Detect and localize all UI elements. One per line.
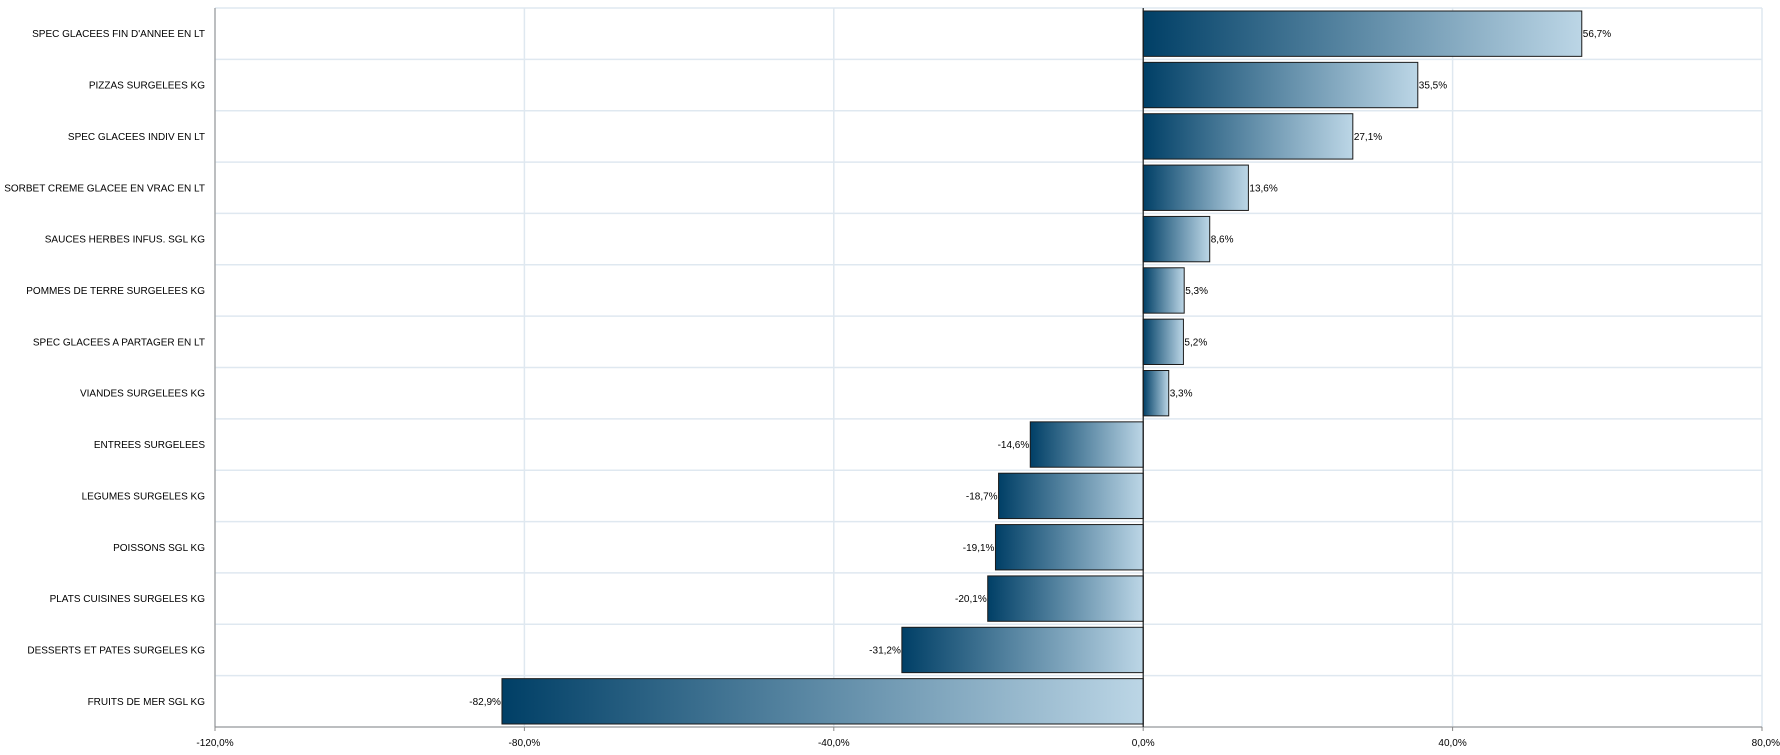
category-labels: SPEC GLACEES FIN D'ANNEE EN LT PIZZAS SUR… (4, 29, 205, 708)
tick-label: -40,0% (818, 738, 850, 749)
data-label: 13,6% (1249, 183, 1277, 194)
category-label: PLATS CUISINES SURGELES KG (50, 594, 206, 605)
category-label: POMMES DE TERRE SURGELEES KG (26, 286, 205, 297)
data-label: 5,3% (1185, 286, 1208, 297)
tick-label: 80,0% (1752, 738, 1780, 749)
data-label: 3,3% (1170, 389, 1193, 400)
tick-label: -80,0% (509, 738, 541, 749)
data-label: 27,1% (1354, 132, 1382, 143)
data-label: -20,1% (955, 594, 987, 605)
bar (501, 678, 1144, 725)
bars: 56,7% 35,5% 27,1% 13,6% 8,6% 5,3% 5,2% 3,3% -14,… (469, 8, 1611, 727)
data-label: -19,1% (963, 543, 995, 554)
bar (1142, 215, 1211, 263)
data-label: -31,2% (869, 645, 901, 656)
category-label: POISSONS SGL KG (113, 543, 205, 554)
data-label: 8,6% (1211, 235, 1234, 246)
data-label: 35,5% (1419, 81, 1447, 92)
tick-label: 0,0% (1132, 738, 1155, 749)
category-label: PIZZAS SURGELEES KG (89, 81, 205, 92)
bar (1142, 113, 1354, 160)
x-axis-ticks: -120,0% -80,0% -40,0% 0,0% 40,0% 80,0% (196, 727, 1780, 749)
category-label: VIANDES SURGELEES KG (80, 389, 205, 400)
bar (1029, 421, 1144, 468)
category-label: LEGUMES SURGELES KG (82, 491, 206, 502)
tick-label: 40,0% (1438, 738, 1466, 749)
category-label: SORBET CREME GLACEE EN VRAC EN LT (4, 183, 205, 194)
bar (1142, 164, 1249, 211)
bar (1142, 318, 1184, 365)
bar (901, 626, 1144, 674)
data-label: -14,6% (998, 440, 1030, 451)
data-label: 56,7% (1583, 29, 1611, 40)
bar (1142, 370, 1170, 417)
category-label: SPEC GLACEES INDIV EN LT (68, 132, 205, 143)
data-label: -18,7% (966, 491, 998, 502)
bar (987, 575, 1144, 622)
category-label: SPEC GLACEES FIN D'ANNEE EN LT (32, 29, 205, 40)
data-label: -82,9% (469, 697, 501, 708)
category-label: ENTREES SURGELEES (94, 440, 205, 451)
category-label: SPEC GLACEES A PARTAGER EN LT (33, 337, 205, 348)
grid-lines (214, 7, 1763, 728)
tick-label: -120,0% (196, 738, 233, 749)
bar (998, 472, 1144, 520)
bar (994, 524, 1144, 571)
category-label: SAUCES HERBES INFUS. SGL KG (45, 235, 205, 246)
bar (1142, 61, 1419, 109)
bar (1142, 267, 1185, 314)
data-label: 5,2% (1184, 337, 1207, 348)
bar (1142, 10, 1583, 57)
category-label: DESSERTS ET PATES SURGELES KG (27, 645, 205, 656)
category-label: FRUITS DE MER SGL KG (88, 697, 206, 708)
